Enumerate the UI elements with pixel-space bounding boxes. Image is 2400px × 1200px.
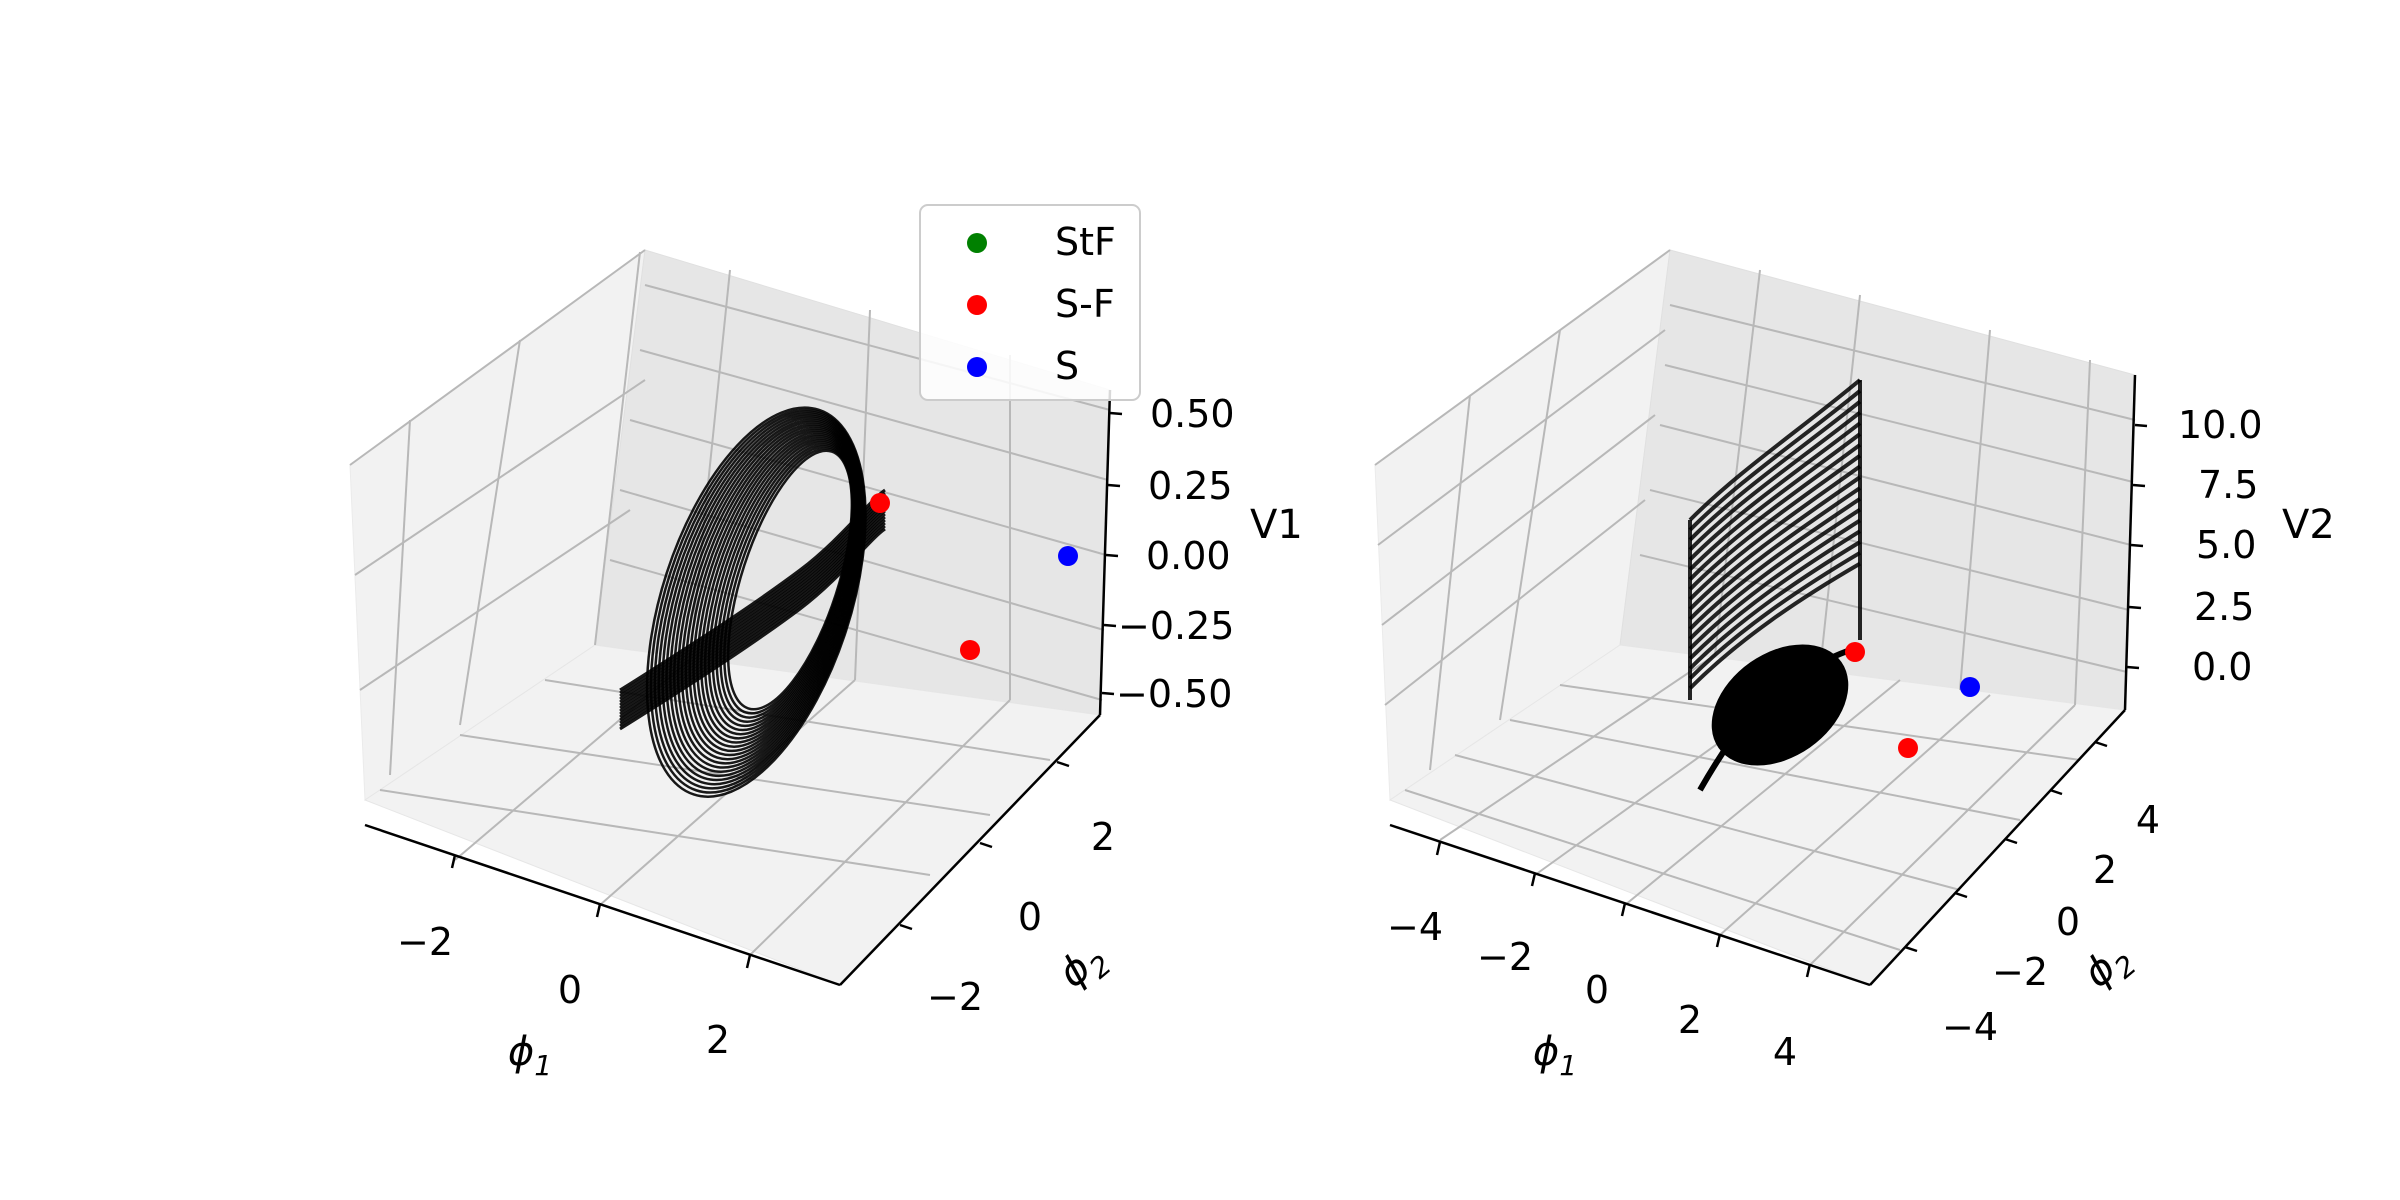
ytick-label: 2 <box>1091 815 1115 859</box>
point-s-f <box>870 493 890 513</box>
x-axis-label: ϕ1 <box>1533 1029 1577 1082</box>
stack-curve <box>1688 561 1862 690</box>
ztick-label: 7.5 <box>2198 463 2258 507</box>
orbit-loop <box>645 406 867 798</box>
band-curve <box>619 518 886 722</box>
band-curve <box>619 488 886 692</box>
band-curve <box>619 521 886 725</box>
y-ticks-right <box>1904 740 2108 953</box>
ztick-label: 0.25 <box>1148 464 1233 508</box>
point-s <box>1058 546 1078 566</box>
trajectory-orbits <box>645 406 867 798</box>
z-ticks-right <box>2126 423 2148 670</box>
grid-left-pane <box>349 249 646 776</box>
x-ticks-left <box>450 854 752 969</box>
ztick-label: −0.25 <box>1118 604 1234 648</box>
point-s <box>1960 677 1980 697</box>
point-s-f <box>960 640 980 660</box>
point-s-f <box>1845 642 1865 662</box>
y-ticks-left <box>899 760 1070 931</box>
stack-curve <box>1688 443 1862 581</box>
legend-marker-s <box>967 357 987 377</box>
ytick-label: −2 <box>1992 950 2048 994</box>
band-curve <box>619 506 886 710</box>
axes-right: −4 −2 0 2 4 ϕ1 −4 −2 0 2 4 ϕ2 10.0 7.5 5… <box>1374 248 2335 1082</box>
grid-right-pane <box>1639 269 2136 706</box>
xtick-label: 0 <box>558 968 582 1012</box>
legend-marker-s-f <box>967 295 987 315</box>
axes-left: −2 0 2 ϕ1 φ1 −2 0 2 ϕ2 0.50 0.25 0.00 −0… <box>349 204 1303 1082</box>
trajectory-tail <box>1697 647 1852 792</box>
grid-left-pane <box>1374 249 1671 771</box>
ytick-label: 0 <box>2056 900 2080 944</box>
stack-curve <box>1688 507 1862 641</box>
legend-marker-stf <box>967 233 987 253</box>
stack-curve <box>1688 475 1862 611</box>
ytick-label: 0 <box>1018 895 1042 939</box>
ztick-label: 0.0 <box>2192 645 2252 689</box>
band-curve <box>619 527 886 731</box>
ytick-label: −2 <box>927 975 983 1019</box>
stack-curve <box>1688 378 1862 522</box>
stack-edge <box>1688 380 1862 700</box>
y-axis-label: ϕ2 <box>2075 933 2143 1002</box>
stack-curve <box>1688 432 1862 571</box>
band-curve <box>619 515 886 719</box>
ztick-label: 10.0 <box>2178 403 2263 447</box>
xtick-label: 2 <box>706 1018 730 1062</box>
trajectory-band <box>619 488 886 731</box>
xtick-label: −4 <box>1387 905 1443 949</box>
stack-curve <box>1688 497 1862 631</box>
ytick-label: 2 <box>2093 848 2117 892</box>
band-curve <box>619 503 886 707</box>
legend-label-stf: StF <box>1055 220 1116 264</box>
trajectory-stack <box>1688 378 1862 700</box>
band-curve <box>619 497 886 701</box>
x-axis-label: ϕ1 <box>508 1029 552 1082</box>
stack-curve <box>1688 400 1862 542</box>
band-curve <box>619 512 886 716</box>
xtick-label: 4 <box>1773 1030 1797 1074</box>
grid-floor <box>1404 654 2081 966</box>
stack-curve <box>1688 453 1862 591</box>
ztick-label: 5.0 <box>2196 523 2256 567</box>
stack-curve <box>1688 410 1862 552</box>
band-curve <box>619 524 886 728</box>
stack-curve <box>1688 389 1862 532</box>
xtick-label: −2 <box>1477 935 1533 979</box>
legend-box <box>919 204 1141 401</box>
ytick-label: 4 <box>2136 798 2160 842</box>
xtick-label: −2 <box>397 920 453 964</box>
point-s-f <box>1898 738 1918 758</box>
xtick-label: 2 <box>1678 998 1702 1042</box>
stack-curve <box>1688 529 1862 661</box>
trajectory-orbit <box>1711 644 1849 766</box>
x-ticks-right <box>1435 841 1812 978</box>
stack-curve <box>1688 421 1862 562</box>
ytick-label: −4 <box>1942 1005 1998 1049</box>
band-curve <box>619 494 886 698</box>
stack-curve <box>1688 518 1862 651</box>
xtick-label: 0 <box>1585 968 1609 1012</box>
band-curve <box>619 500 886 704</box>
ztick-label: −0.50 <box>1116 672 1232 716</box>
legend-label-s: S <box>1055 344 1079 388</box>
z-axis-label: V1 <box>1250 502 1303 548</box>
legend-label-s-f: S-F <box>1055 282 1115 326</box>
ztick-label: 2.5 <box>2194 585 2254 629</box>
ztick-label: 0.00 <box>1146 534 1231 578</box>
band-curve <box>619 491 886 695</box>
stack-curve <box>1688 464 1862 601</box>
legend: StF S-F S <box>919 204 1141 401</box>
band-curve <box>619 509 886 713</box>
stack-curve <box>1688 551 1862 680</box>
stack-curve <box>1688 540 1862 670</box>
ztick-label: 0.50 <box>1150 392 1235 436</box>
stack-curve <box>1688 486 1862 621</box>
z-axis-label: V2 <box>2282 502 2335 548</box>
z-ticks-left <box>1101 411 1123 696</box>
y-axis-label: ϕ2 <box>1050 933 1118 1002</box>
